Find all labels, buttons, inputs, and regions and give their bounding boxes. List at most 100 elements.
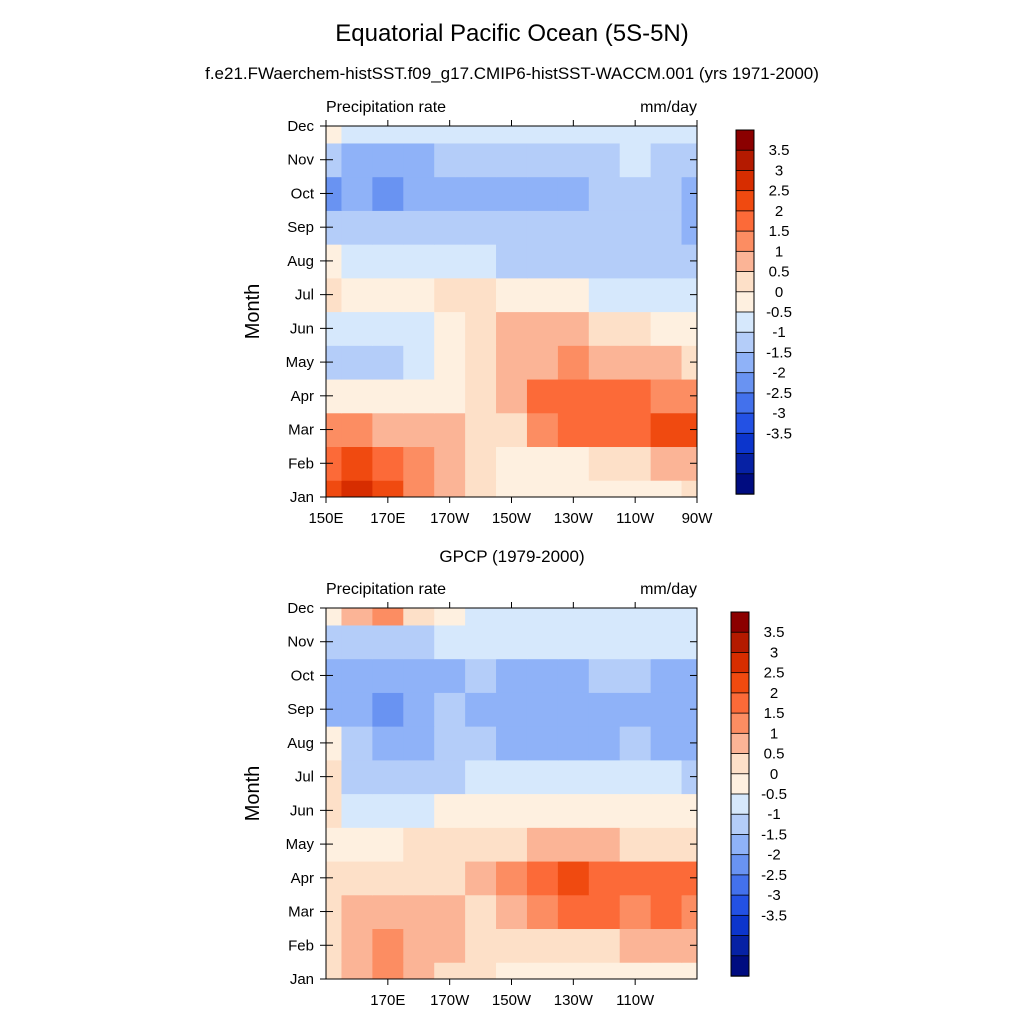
heatmap-cell bbox=[619, 759, 652, 795]
heatmap-cell bbox=[588, 277, 621, 313]
heatmap-cell bbox=[588, 962, 621, 979]
heatmap-cell bbox=[403, 480, 435, 497]
heatmap-cell bbox=[681, 277, 697, 313]
heatmap-cell bbox=[496, 894, 528, 930]
heatmap-cell bbox=[434, 894, 466, 930]
heatmap-cell bbox=[372, 345, 404, 380]
heatmap-cell bbox=[326, 608, 343, 626]
heatmap-cell bbox=[619, 345, 652, 380]
heatmap-cell bbox=[372, 827, 404, 862]
heatmap-cell bbox=[496, 658, 528, 693]
colorbar-frame bbox=[730, 611, 750, 977]
heatmap-cell bbox=[681, 378, 697, 414]
colorbar-box bbox=[735, 250, 755, 273]
heatmap-cell bbox=[588, 446, 621, 481]
heatmap-cell bbox=[326, 378, 343, 414]
heatmap-cell bbox=[619, 692, 652, 727]
heatmap-cell bbox=[619, 176, 652, 211]
heatmap-cell bbox=[681, 142, 697, 178]
heatmap-cell bbox=[681, 726, 697, 761]
heatmap-cell bbox=[619, 378, 652, 414]
y-tick-label: Feb bbox=[288, 937, 314, 954]
heatmap-cell bbox=[619, 244, 652, 279]
y-tick-label: Oct bbox=[291, 667, 315, 684]
heatmap-cell bbox=[372, 126, 404, 144]
heatmap-cell bbox=[588, 608, 621, 626]
y-axis-title: Month bbox=[242, 766, 264, 822]
units-label: mm/day bbox=[640, 581, 697, 598]
heatmap-cell bbox=[326, 210, 343, 245]
heatmap-cell bbox=[588, 759, 621, 795]
y-tick-label: Jan bbox=[290, 971, 314, 988]
heatmap-cell bbox=[619, 446, 652, 481]
heatmap-cell bbox=[650, 894, 683, 930]
heatmap-cell bbox=[326, 827, 343, 862]
colorbar-box bbox=[730, 874, 750, 896]
heatmap-cell bbox=[650, 176, 683, 211]
heatmap-cell bbox=[557, 176, 590, 211]
heatmap-cell bbox=[650, 446, 683, 481]
heatmap-cell bbox=[526, 894, 559, 930]
colorbar-label: 2.5 bbox=[764, 665, 785, 682]
heatmap-cell bbox=[372, 311, 404, 346]
heatmap-cell bbox=[588, 928, 621, 963]
heatmap-cell bbox=[526, 608, 559, 626]
heatmap-cell bbox=[588, 827, 621, 862]
heatmap-cell bbox=[557, 244, 590, 279]
heatmap-cell bbox=[341, 244, 373, 279]
heatmap-cell bbox=[619, 726, 652, 761]
heatmap-cell bbox=[465, 658, 497, 693]
heatmap-cell bbox=[341, 412, 373, 448]
heatmap-cell bbox=[650, 244, 683, 279]
heatmap-cell bbox=[650, 412, 683, 448]
heatmap-cell bbox=[557, 608, 590, 626]
heatmap-cells bbox=[326, 126, 697, 497]
heatmap-cell bbox=[372, 446, 404, 481]
heatmap-cell bbox=[434, 126, 466, 144]
heatmap-cell bbox=[557, 446, 590, 481]
heatmap-cell bbox=[465, 345, 497, 380]
heatmap-cell bbox=[496, 142, 528, 178]
heatmap-cell bbox=[650, 480, 683, 497]
heatmap-cell bbox=[465, 378, 497, 414]
heatmap-cell bbox=[557, 860, 590, 896]
colorbar-box bbox=[735, 271, 755, 293]
heatmap-cell bbox=[403, 793, 435, 828]
heatmap-cell bbox=[465, 692, 497, 727]
colorbar-label: 1.5 bbox=[764, 705, 785, 722]
heatmap-cell bbox=[326, 759, 343, 795]
heatmap-cell bbox=[681, 962, 697, 979]
heatmap-cell bbox=[341, 311, 373, 346]
colorbar-box bbox=[730, 773, 750, 795]
heatmap-cell bbox=[557, 962, 590, 979]
heatmap-cell bbox=[588, 692, 621, 727]
heatmap-cell bbox=[465, 176, 497, 211]
colorbar-box bbox=[730, 692, 750, 714]
heatmap-cell bbox=[326, 311, 343, 346]
heatmap-cell bbox=[619, 624, 652, 660]
heatmap-cell bbox=[496, 928, 528, 963]
heatmap-cell bbox=[372, 480, 404, 497]
x-tick-label: 130W bbox=[554, 992, 594, 1009]
heatmap-cell bbox=[434, 692, 466, 727]
x-tick-label: 170E bbox=[370, 992, 405, 1009]
heatmap-cell bbox=[526, 827, 559, 862]
heatmap-cell bbox=[326, 962, 343, 979]
y-tick-label: Sep bbox=[287, 219, 314, 236]
heatmap-cell bbox=[526, 658, 559, 693]
heatmap-cell bbox=[526, 759, 559, 795]
heatmap-cell bbox=[526, 210, 559, 245]
heatmap-cell bbox=[619, 142, 652, 178]
heatmap-cell bbox=[326, 726, 343, 761]
y-tick-label: Apr bbox=[291, 388, 314, 405]
colorbar: 3.5 3 2.5 2 1.5 1 0.5 0 -0.5 -1 -1.5 -2 -2.5 -3 -3.5 bbox=[730, 611, 787, 977]
heatmap-cell bbox=[526, 176, 559, 211]
heatmap-cell bbox=[465, 210, 497, 245]
heatmap-cell bbox=[588, 142, 621, 178]
heatmap-cell bbox=[681, 210, 697, 245]
y-tick-label: Feb bbox=[288, 455, 314, 472]
heatmap-cell bbox=[557, 726, 590, 761]
heatmap-cell bbox=[403, 692, 435, 727]
heatmap-cell bbox=[465, 244, 497, 279]
colorbar-box bbox=[730, 712, 750, 735]
